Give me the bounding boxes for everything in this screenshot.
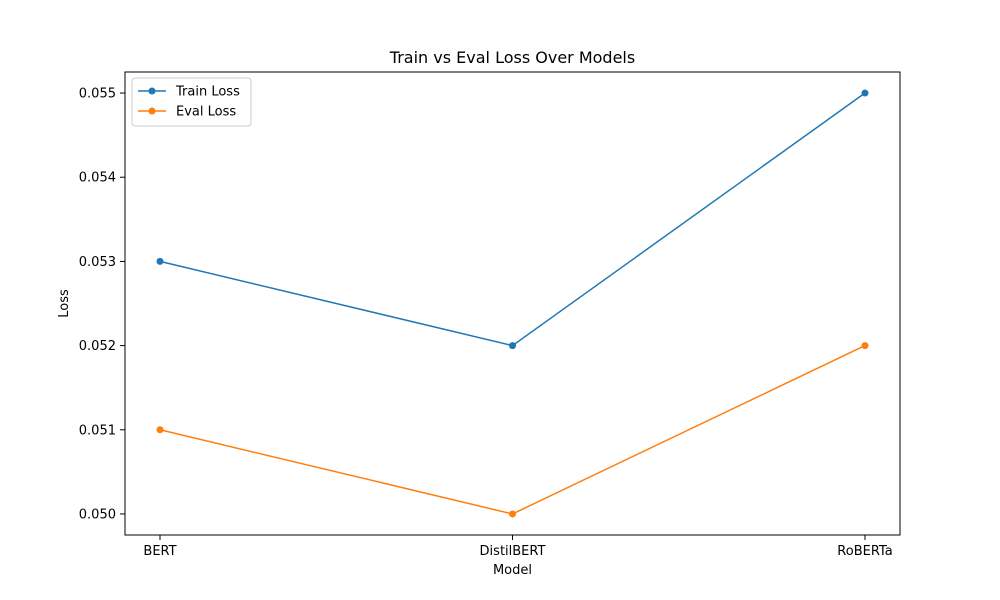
y-tick-label: 0.055 <box>79 87 116 102</box>
data-point <box>509 510 516 518</box>
legend-marker <box>148 87 156 95</box>
x-tick-label: BERT <box>143 544 176 559</box>
legend-marker <box>148 107 156 115</box>
y-tick-label: 0.051 <box>79 423 116 438</box>
plot-area <box>124 71 901 536</box>
x-tick-label: DistilBERT <box>480 544 546 559</box>
series-layer <box>156 89 869 518</box>
y-tick-label: 0.054 <box>79 171 116 186</box>
data-point <box>509 342 516 350</box>
series-line <box>159 344 866 515</box>
data-point <box>861 89 869 97</box>
legend-label: Eval Loss <box>176 105 236 120</box>
y-axis-label: Loss <box>57 289 72 318</box>
y-tick-label: 0.050 <box>79 507 116 522</box>
y-tick-label: 0.053 <box>79 255 116 270</box>
legend-box <box>131 77 252 127</box>
series-line <box>159 92 866 347</box>
x-axis-label: Model <box>493 563 532 578</box>
y-axis: 0.050 0.051 0.052 0.053 0.054 0.055 <box>79 87 125 522</box>
legend-label: Train Loss <box>175 85 240 100</box>
x-axis: BERT DistilBERT RoBERTa <box>143 535 893 559</box>
data-point <box>156 257 164 265</box>
data-point <box>861 342 869 350</box>
x-tick-label: RoBERTa <box>837 544 892 559</box>
legend: Train Loss Eval Loss <box>131 77 252 127</box>
data-point <box>156 426 164 434</box>
y-tick-label: 0.052 <box>79 339 116 354</box>
chart-title: Train vs Eval Loss Over Models <box>389 48 635 67</box>
